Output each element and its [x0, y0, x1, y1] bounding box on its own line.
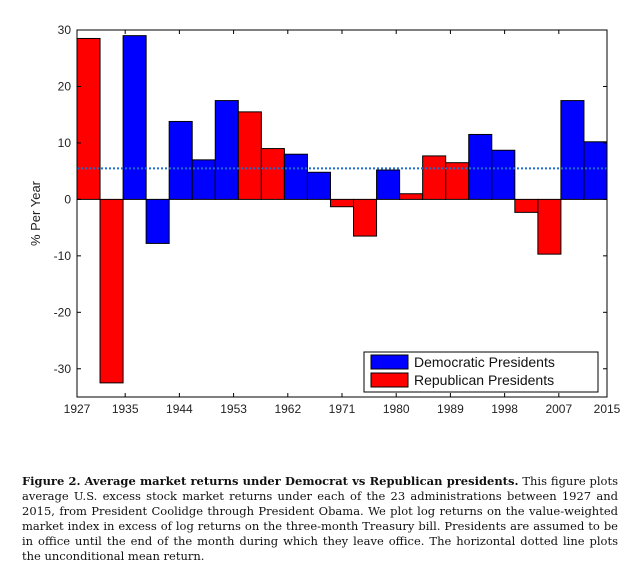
figure-caption: Figure 2. Average market returns under D… — [22, 474, 618, 564]
caption-body: This figure plots average U.S. excess st… — [22, 474, 619, 563]
y-tick-label: 30 — [58, 23, 72, 37]
x-tick-label: 1944 — [166, 402, 193, 416]
legend-swatch-democratic — [370, 354, 409, 370]
bar-republican-12 — [329, 198, 355, 208]
legend-label-republican: Republican Presidents — [414, 372, 554, 388]
x-tick-label: 1980 — [383, 402, 410, 416]
legend-label-democratic: Democratic Presidents — [414, 354, 555, 370]
bar-chart: 30 20 10 0 -10 -20 -30 1927 1935 1944 1953 1962 1971… — [28, 23, 621, 416]
bar-republican-16 — [422, 155, 447, 200]
bar-democratic-3 — [122, 35, 147, 200]
x-tick-label: 1927 — [64, 402, 91, 416]
bar-democratic-19 — [491, 149, 516, 200]
bars-layer — [76, 35, 608, 384]
caption-label: Figure 2. — [22, 474, 81, 488]
bar-democratic-4 — [145, 198, 170, 244]
bar-republican-9 — [260, 148, 285, 200]
y-tick-label: -30 — [54, 362, 72, 376]
x-tick-label: 1935 — [112, 402, 139, 416]
x-tick-label: 1971 — [329, 402, 356, 416]
bar-democratic-5 — [168, 120, 193, 200]
bar-republican-20 — [514, 198, 539, 213]
y-tick-label: -10 — [54, 249, 72, 263]
x-tick-label: 2007 — [545, 402, 572, 416]
x-tick-label: 1953 — [220, 402, 247, 416]
bar-democratic-22 — [560, 100, 585, 200]
bar-republican-2 — [99, 198, 124, 384]
x-tick-label: 1989 — [437, 402, 464, 416]
y-tick-label: 20 — [58, 79, 72, 93]
bar-republican-21 — [537, 198, 562, 255]
bar-democratic-23 — [583, 141, 608, 200]
bar-republican-13 — [353, 198, 378, 237]
bar-republican-15 — [399, 193, 424, 200]
y-axis-label: % Per Year — [28, 180, 43, 246]
x-tick-label: 1998 — [491, 402, 518, 416]
caption-title: Average market returns under Democrat vs… — [84, 474, 519, 488]
legend-swatch-republican — [370, 372, 409, 388]
ticks-layer: 30 20 10 0 -10 -20 -30 1927 1935 1944 1953 1962 1971… — [54, 23, 621, 416]
bar-democratic-18 — [468, 133, 493, 200]
legend: Democratic Presidents Republican Preside… — [363, 351, 599, 393]
x-tick-label: 1962 — [274, 402, 301, 416]
y-tick-label: -20 — [54, 305, 72, 319]
bar-democratic-7 — [214, 100, 239, 200]
bar-democratic-14 — [376, 169, 401, 200]
bar-democratic-6 — [191, 159, 216, 200]
y-tick-label: 0 — [64, 192, 71, 206]
x-tick-label: 2015 — [594, 402, 621, 416]
bar-republican-1 — [76, 37, 101, 200]
bar-republican-8 — [237, 111, 262, 200]
bar-democratic-10 — [283, 153, 308, 200]
y-tick-label: 10 — [58, 136, 72, 150]
bar-democratic-11 — [306, 171, 331, 200]
